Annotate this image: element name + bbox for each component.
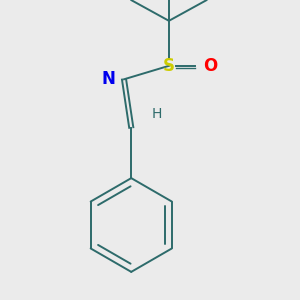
Text: S: S [163, 57, 175, 75]
Text: N: N [102, 70, 116, 88]
Text: O: O [203, 57, 217, 75]
Text: H: H [152, 107, 162, 122]
